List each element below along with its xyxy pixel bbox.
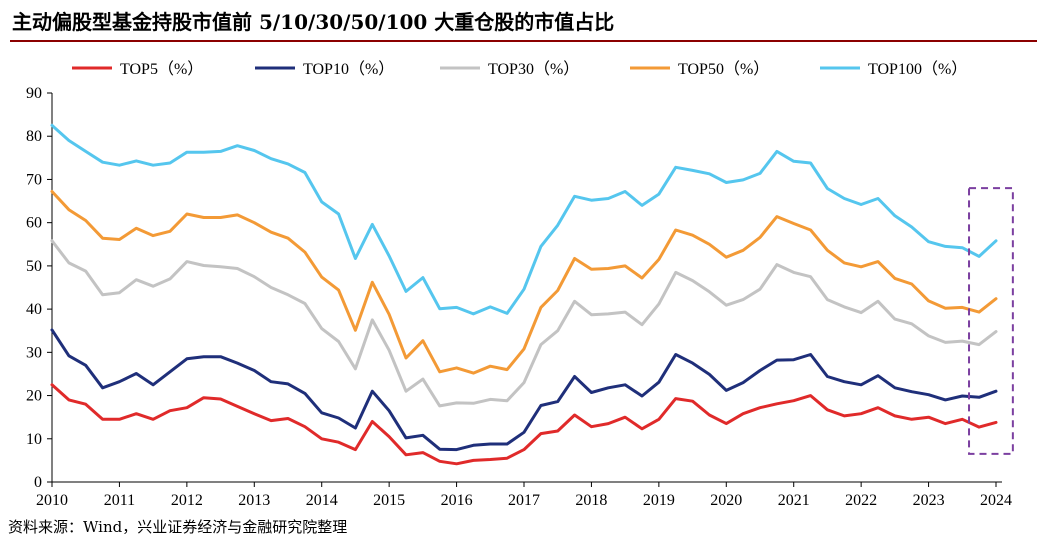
series-line-2 [50, 239, 998, 408]
legend-label-2: TOP30（%） [488, 60, 579, 78]
series-line-4 [50, 123, 998, 316]
highlight-box [968, 187, 1014, 455]
y-tick-label-70: 70 [26, 171, 42, 188]
axes: 0 10 20 30 40 50 60 70 80 90 2010 2011 2012 2013 2014 2… [26, 85, 1012, 509]
legend-label-4: TOP100（%） [868, 60, 967, 78]
x-tick-label-2014: 2014 [306, 492, 338, 509]
x-tick-label-2019: 2019 [643, 492, 675, 509]
series-line-0 [50, 383, 998, 466]
x-tick-label-2016: 2016 [441, 492, 473, 509]
y-tick-label-60: 60 [26, 215, 42, 232]
legend-label-1: TOP10（%） [303, 60, 394, 78]
x-tick-label-2022: 2022 [845, 492, 877, 509]
legend: TOP5（%） TOP10（%） TOP30（%） TOP50（%） TOP100（%） [72, 60, 967, 78]
source-note: 资料来源：Wind，兴业证券经济与金融研究院整理 [8, 518, 348, 536]
y-tick-label-20: 20 [26, 388, 42, 405]
x-tick-label-2015: 2015 [373, 492, 405, 509]
x-tick-label-2013: 2013 [238, 492, 270, 509]
x-tick-label-2018: 2018 [575, 492, 607, 509]
y-tick-label-0: 0 [34, 474, 42, 491]
legend-label-0: TOP5（%） [120, 60, 203, 78]
series-group [50, 123, 998, 466]
title-rule [10, 40, 1037, 42]
y-tick-label-10: 10 [26, 431, 42, 448]
x-tick-label-2023: 2023 [913, 492, 945, 509]
legend-label-3: TOP50（%） [678, 60, 769, 78]
annotation-group [968, 187, 1014, 455]
page-title: 主动偏股型基金持股市值前 5/10/30/50/100 大重仓股的市值占比 [12, 10, 615, 34]
x-tick-label-2011: 2011 [104, 492, 135, 509]
x-tick-label-2017: 2017 [508, 492, 540, 509]
x-tick-label-2020: 2020 [710, 492, 742, 509]
y-tick-label-90: 90 [26, 85, 42, 102]
series-line-3 [50, 190, 998, 375]
y-tick-label-40: 40 [26, 301, 42, 318]
y-tick-label-50: 50 [26, 258, 42, 275]
series-line-1 [50, 328, 998, 452]
x-tick-label-2021: 2021 [778, 492, 810, 509]
x-tick-label-2010: 2010 [36, 492, 68, 509]
x-tick-label-2012: 2012 [171, 492, 203, 509]
y-tick-label-30: 30 [26, 344, 42, 361]
y-tick-label-80: 80 [26, 128, 42, 145]
x-tick-label-2024: 2024 [980, 492, 1012, 509]
